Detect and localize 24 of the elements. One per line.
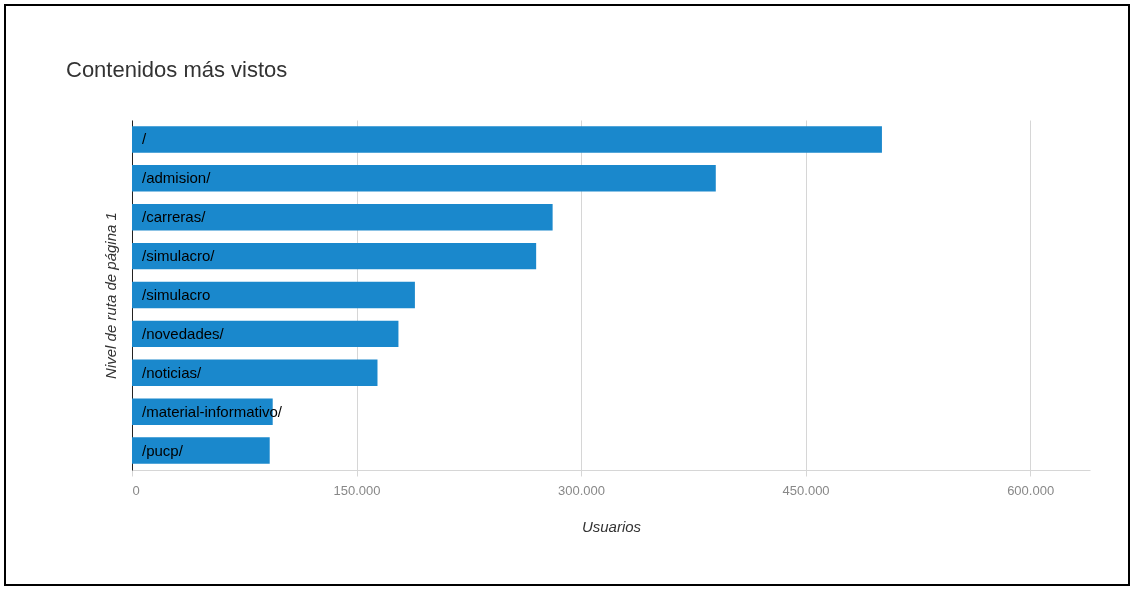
bar: [132, 242, 537, 270]
x-tick-label: 300.000: [558, 482, 606, 498]
x-tick-label: 150.000: [333, 482, 381, 498]
bar: [132, 204, 553, 231]
bar: [132, 126, 882, 153]
y-tick-label: /simulacro: [142, 286, 211, 303]
y-tick-label: /carreras/: [142, 208, 207, 226]
x-tick-label: 600.000: [1007, 482, 1055, 498]
x-tick-label: 0: [132, 482, 140, 498]
y-tick-label: /pucp/: [142, 441, 184, 459]
y-tick-label: /noticias/: [142, 363, 203, 381]
bar: [132, 320, 399, 348]
bar: [132, 165, 716, 192]
bar: [132, 281, 415, 309]
x-axis-title: Usuarios: [581, 517, 642, 535]
x-tick-label: 450.000: [782, 482, 830, 498]
bar: [132, 359, 378, 386]
y-tick-label: /: [142, 130, 147, 148]
chart-title: Contenidos más vistos: [66, 57, 288, 82]
y-tick-label: /novedades/: [142, 324, 225, 342]
y-axis-title: Nivel de ruta de página 1: [101, 212, 119, 379]
y-tick-label: /admision/: [142, 169, 212, 187]
bar: [132, 437, 270, 464]
y-tick-label: /simulacro/: [142, 247, 216, 265]
